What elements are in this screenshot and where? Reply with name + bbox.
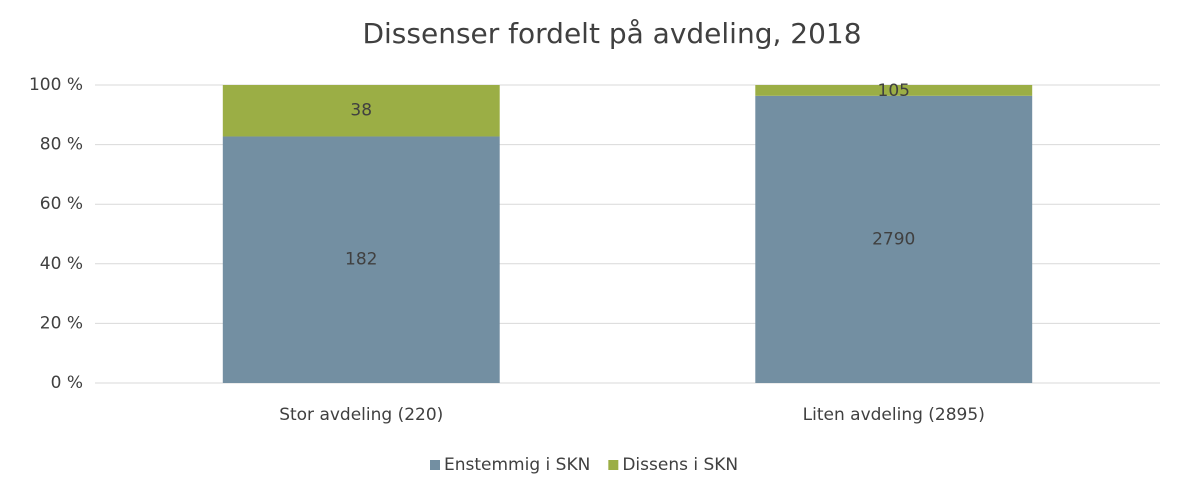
bar-segment (222, 85, 500, 137)
bar-segment (222, 136, 500, 383)
y-tick-label: 100 % (29, 75, 83, 95)
legend-label: Dissens i SKN (622, 455, 738, 475)
legend-swatch (430, 460, 440, 470)
legend-label: Enstemmig i SKN (444, 455, 590, 475)
x-tick-label: Stor avdeling (220) (279, 405, 443, 425)
chart-title: Dissenser fordelt på avdeling, 2018 (362, 17, 861, 50)
legend-swatch (608, 460, 619, 470)
x-tick-label: Liten avdeling (2895) (803, 405, 985, 425)
data-label: 105 (878, 81, 910, 101)
bar-segment (755, 85, 1033, 96)
data-label: 38 (350, 101, 372, 121)
y-tick-label: 80 % (40, 135, 83, 155)
data-label: 2790 (872, 229, 915, 249)
y-tick-label: 60 % (40, 194, 83, 214)
y-tick-label: 40 % (40, 254, 83, 274)
data-label: 182 (345, 250, 377, 270)
y-tick-label: 20 % (40, 313, 83, 333)
bar-segment (755, 95, 1033, 383)
y-tick-label: 0 % (51, 373, 83, 393)
